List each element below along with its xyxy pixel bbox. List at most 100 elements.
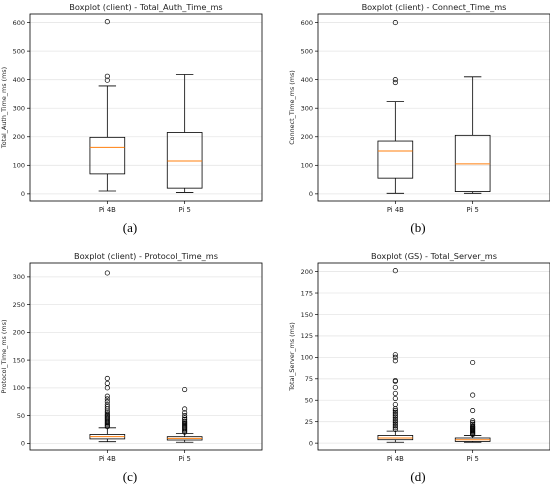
- y-tick-label: 300: [301, 105, 313, 113]
- outlier-point: [392, 409, 398, 415]
- y-tick-label: 150: [301, 311, 313, 319]
- outlier-point: [392, 420, 398, 426]
- box-iqr: [166, 132, 203, 189]
- outlier-point: [182, 410, 188, 416]
- x-tick-label: Pi 5: [179, 206, 191, 214]
- y-axis-label: Total_Auth_Time_ms (ms): [0, 67, 8, 149]
- chart-a: Boxplot (client) - Total_Auth_Time_ms Tot…: [0, 2, 263, 214]
- box-pi-4b: [89, 19, 126, 192]
- outlier-point: [392, 407, 398, 414]
- box-iqr: [377, 140, 414, 179]
- y-tick-label: 600: [301, 19, 313, 27]
- y-tick-label: 200: [13, 133, 25, 141]
- y-tick-label: 25: [305, 418, 313, 426]
- chart-d: Boxplot (GS) - Total_Server_ms Total_Serv…: [288, 251, 550, 463]
- chart-c: Boxplot (client) - Protocol_Time_ms Proto…: [0, 251, 263, 463]
- y-tick-label: 75: [305, 375, 313, 383]
- box-iqr: [89, 136, 126, 175]
- outlier-point: [104, 410, 110, 416]
- y-tick-label: 175: [301, 289, 313, 297]
- outlier-point: [392, 77, 398, 83]
- outlier-point: [182, 418, 188, 424]
- y-tick-label: 300: [13, 105, 25, 113]
- outlier-point: [392, 413, 398, 419]
- outlier-point: [104, 270, 110, 276]
- outlier-point: [392, 354, 398, 360]
- outlier-point: [182, 415, 188, 421]
- box-pi-5: [454, 76, 491, 194]
- y-tick-label: 0: [309, 190, 313, 198]
- box-pi-5: [166, 74, 203, 193]
- outlier-point: [104, 19, 110, 25]
- box-pi-4b: [377, 268, 414, 443]
- x-tick-label: Pi 4B: [99, 206, 116, 214]
- outlier-point: [392, 421, 398, 427]
- outlier-point: [392, 79, 398, 86]
- box-pi-5: [454, 359, 491, 443]
- y-axis-label: Total_Server_ms (ms): [288, 322, 296, 391]
- caption-b: (b): [410, 220, 426, 235]
- outlier-point: [470, 359, 476, 366]
- y-tick-label: 100: [13, 384, 25, 392]
- chart-title: Boxplot (client) - Protocol_Time_ms: [74, 251, 218, 261]
- caption-d: (d): [410, 469, 426, 484]
- outlier-point: [392, 377, 398, 384]
- outlier-point: [104, 396, 110, 402]
- y-tick-label: 125: [301, 332, 313, 340]
- outlier-point: [392, 416, 398, 422]
- y-tick-label: 300: [13, 273, 25, 281]
- outlier-point: [392, 384, 398, 390]
- outlier-point: [392, 411, 398, 417]
- outlier-point: [392, 423, 398, 429]
- y-tick-label: 100: [301, 354, 313, 362]
- outlier-point: [470, 420, 476, 426]
- y-tick-label: 100: [301, 162, 313, 170]
- outlier-point: [104, 73, 110, 79]
- plot-frame: [317, 262, 550, 451]
- outlier-point: [392, 268, 398, 274]
- box-pi-4b: [89, 270, 126, 443]
- y-axis-label: Connect_Time_ms (ms): [288, 70, 296, 145]
- y-tick-label: 50: [305, 397, 313, 405]
- outlier-point: [392, 414, 398, 420]
- outlier-point: [470, 407, 476, 414]
- x-tick-label: Pi 4B: [387, 206, 404, 214]
- outlier-point: [104, 380, 110, 386]
- y-tick-label: 150: [13, 356, 25, 364]
- outlier-point: [104, 77, 110, 83]
- chart-b: Boxplot (client) - Connect_Time_ms Connec…: [288, 2, 550, 214]
- box-pi-5: [166, 386, 203, 443]
- chart-title: Boxplot (client) - Total_Auth_Time_ms: [69, 2, 222, 12]
- outlier-point: [392, 418, 398, 424]
- outlier-point: [182, 386, 188, 393]
- y-tick-label: 400: [301, 76, 313, 84]
- y-axis-label: Protocol_Time_ms (ms): [0, 320, 8, 394]
- outlier-point: [470, 418, 476, 424]
- y-tick-label: 200: [301, 133, 313, 141]
- plot-frame: [29, 13, 263, 202]
- outlier-point: [392, 395, 398, 402]
- y-tick-label: 200: [301, 268, 313, 276]
- x-tick-label: Pi 5: [179, 455, 191, 463]
- y-tick-label: 50: [17, 412, 25, 420]
- y-tick-label: 0: [21, 440, 25, 448]
- x-tick-label: Pi 4B: [387, 455, 404, 463]
- outlier-point: [392, 390, 398, 396]
- y-tick-label: 0: [21, 190, 25, 198]
- y-tick-label: 400: [13, 76, 25, 84]
- y-tick-label: 500: [301, 47, 313, 55]
- outlier-point: [182, 406, 188, 412]
- caption-a: (a): [122, 220, 138, 235]
- outlier-point: [392, 426, 398, 432]
- outlier-point: [104, 375, 110, 381]
- outlier-point: [392, 401, 398, 408]
- caption-c: (c): [122, 469, 138, 484]
- outlier-point: [470, 423, 476, 429]
- outlier-point: [182, 416, 188, 423]
- chart-title: Boxplot (GS) - Total_Server_ms: [371, 251, 497, 261]
- plot-frame: [29, 262, 263, 451]
- outlier-point: [182, 413, 188, 419]
- x-tick-label: Pi 5: [467, 206, 479, 214]
- outlier-point: [104, 401, 110, 408]
- y-tick-label: 500: [13, 47, 25, 55]
